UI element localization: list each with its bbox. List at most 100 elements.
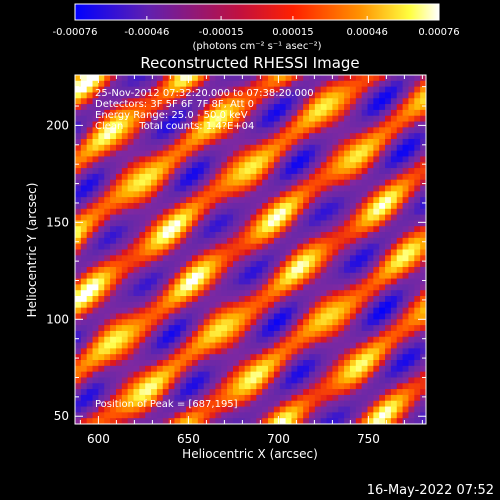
heatmap-cell bbox=[285, 389, 292, 396]
heatmap-cell bbox=[80, 383, 88, 390]
heatmap-cell bbox=[98, 301, 105, 309]
heatmap-cell bbox=[297, 109, 304, 117]
heatmap-cell bbox=[221, 325, 228, 332]
heatmap-cell bbox=[115, 185, 123, 192]
heatmap-cell bbox=[309, 208, 316, 216]
heatmap-cell bbox=[133, 109, 140, 117]
heatmap-cell bbox=[203, 144, 211, 152]
heatmap-cell bbox=[127, 86, 134, 93]
heatmap-cell bbox=[133, 342, 140, 349]
heatmap-cell bbox=[127, 342, 134, 349]
heatmap-cell bbox=[414, 313, 421, 320]
heatmap-cell bbox=[361, 109, 368, 117]
heatmap-cell bbox=[268, 383, 275, 390]
heatmap-cell bbox=[145, 325, 152, 332]
heatmap-cell bbox=[92, 313, 99, 320]
heatmap-cell bbox=[232, 226, 240, 233]
heatmap-cell bbox=[209, 138, 216, 146]
heatmap-cell bbox=[420, 319, 427, 326]
heatmap-cell bbox=[104, 168, 111, 175]
heatmap-cell bbox=[367, 377, 374, 384]
heatmap-cell bbox=[127, 261, 134, 268]
heatmap-cell bbox=[361, 144, 368, 152]
heatmap-cell bbox=[151, 214, 158, 221]
heatmap-cell bbox=[309, 138, 316, 146]
heatmap-cell bbox=[238, 336, 246, 344]
heatmap-cell bbox=[268, 290, 275, 297]
heatmap-cell bbox=[338, 237, 345, 245]
heatmap-cell bbox=[92, 296, 99, 303]
heatmap-cell bbox=[402, 179, 409, 187]
heatmap-cell bbox=[285, 150, 292, 157]
heatmap-cell bbox=[273, 98, 281, 105]
heatmap-cell bbox=[232, 418, 240, 425]
heatmap-cell bbox=[379, 272, 386, 280]
heatmap-cell bbox=[309, 179, 316, 187]
heatmap-cell bbox=[279, 418, 287, 425]
heatmap-cell bbox=[192, 365, 199, 373]
heatmap-cell bbox=[215, 138, 222, 146]
heatmap-cell bbox=[180, 313, 187, 320]
heatmap-cell bbox=[326, 284, 333, 291]
heatmap-cell bbox=[86, 325, 94, 332]
heatmap-cell bbox=[408, 360, 415, 367]
heatmap-cell bbox=[332, 144, 339, 152]
heatmap-cell bbox=[297, 138, 304, 146]
heatmap-cell bbox=[250, 150, 257, 157]
heatmap-cell bbox=[303, 197, 310, 204]
heatmap-cell bbox=[402, 307, 409, 314]
heatmap-cell bbox=[390, 325, 398, 332]
heatmap-cell bbox=[133, 307, 140, 314]
heatmap-cell bbox=[238, 179, 246, 187]
heatmap-cell bbox=[297, 185, 304, 192]
heatmap-cell bbox=[361, 400, 368, 408]
heatmap-cell bbox=[203, 255, 211, 262]
heatmap-cell bbox=[279, 371, 287, 378]
heatmap-cell bbox=[338, 179, 345, 187]
heatmap-cell bbox=[256, 214, 263, 221]
heatmap-cell bbox=[244, 394, 251, 402]
heatmap-cell bbox=[127, 290, 134, 297]
heatmap-cell bbox=[385, 232, 392, 239]
heatmap-cell bbox=[326, 243, 333, 250]
heatmap-cell bbox=[232, 325, 240, 332]
heatmap-cell bbox=[309, 197, 316, 204]
heatmap-cell bbox=[139, 371, 146, 378]
heatmap-cell bbox=[145, 109, 152, 117]
heatmap-cell bbox=[139, 220, 146, 227]
heatmap-cell bbox=[104, 307, 111, 314]
heatmap-cell bbox=[379, 330, 386, 338]
heatmap-cell bbox=[186, 383, 193, 390]
heatmap-cell bbox=[326, 127, 333, 134]
heatmap-cell bbox=[291, 75, 298, 82]
heatmap-cell bbox=[162, 278, 170, 285]
heatmap-cell bbox=[203, 220, 211, 227]
heatmap-cell bbox=[244, 290, 251, 297]
heatmap-cell bbox=[174, 202, 181, 210]
heatmap-cell bbox=[98, 394, 105, 402]
heatmap-cell bbox=[145, 173, 152, 181]
heatmap-cell bbox=[186, 179, 193, 187]
heatmap-cell bbox=[268, 80, 275, 88]
heatmap-cell bbox=[344, 168, 351, 175]
heatmap-cell bbox=[244, 330, 251, 338]
heatmap-cell bbox=[379, 290, 386, 297]
heatmap-cell bbox=[262, 179, 269, 187]
heatmap-cell bbox=[232, 156, 240, 163]
heatmap-cell bbox=[256, 232, 263, 239]
heatmap-cell bbox=[133, 156, 140, 163]
heatmap-cell bbox=[402, 162, 409, 169]
heatmap-cell bbox=[110, 307, 117, 314]
heatmap-cell bbox=[361, 243, 368, 250]
heatmap-cell bbox=[349, 330, 357, 338]
heatmap-cell bbox=[139, 104, 146, 111]
heatmap-cell bbox=[232, 301, 240, 309]
heatmap-cell bbox=[320, 173, 328, 181]
heatmap-cell bbox=[110, 377, 117, 384]
heatmap-cell bbox=[98, 179, 105, 187]
heatmap-cell bbox=[250, 354, 257, 361]
heatmap-cell bbox=[297, 208, 304, 216]
heatmap-cell bbox=[232, 138, 240, 146]
heatmap-cell bbox=[86, 220, 94, 227]
heatmap-cell bbox=[104, 383, 111, 390]
